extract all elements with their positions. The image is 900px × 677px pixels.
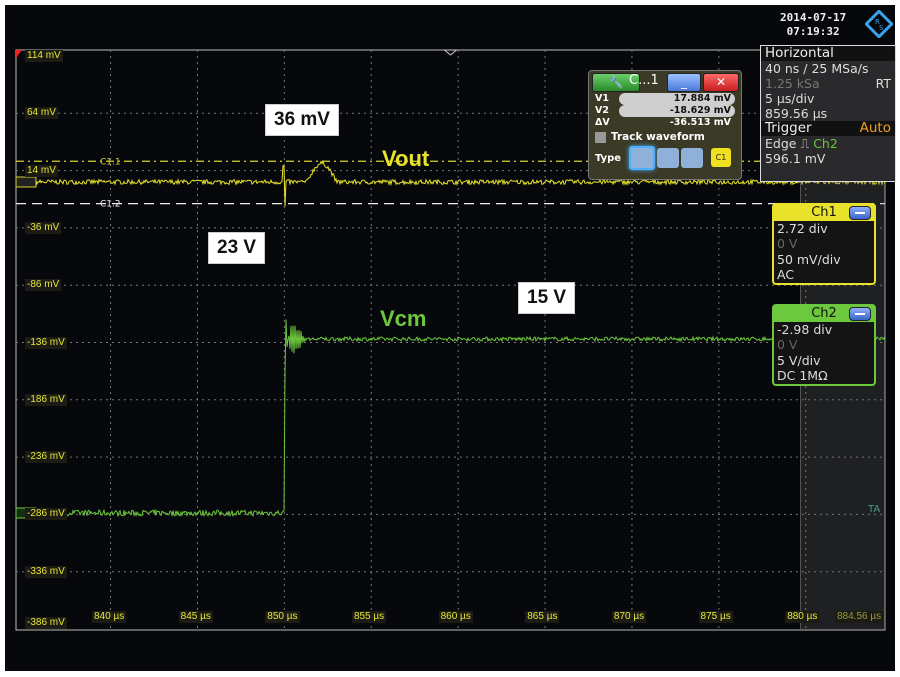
v1-label: V1 [595,93,609,104]
ch1-ground-marker [15,176,37,188]
trigger-mode: Auto [859,120,891,136]
ch2-position: -2.98 div [777,321,833,337]
date: 2014-07-17 [780,11,847,24]
x-tick-label: 840 µs [92,611,127,623]
y-tick-label: -286 mV [25,508,67,521]
ch2-minimize-button[interactable] [849,307,871,321]
x-tick-label: 860 µs [438,611,473,623]
horizontal-cursor-type-button[interactable] [629,146,655,170]
y-tick-label: 64 mV [25,107,58,120]
y-tick-label: 114 mV [25,50,63,62]
vout-trace [15,160,886,207]
trigger-level-marker [16,50,22,58]
svg-text:R: R [875,18,880,26]
horizontal-position-marker [443,49,458,56]
vcm-trace [15,319,886,518]
time: 07:19:32 [786,25,840,38]
vertical-cursor-type-button[interactable] [657,148,679,168]
dv-value: -36.513 mV [669,117,731,128]
trigger-header[interactable]: Trigger Auto [761,121,895,136]
acq-mode: RT [875,76,891,91]
ch1-coupling: AC [777,267,795,282]
ch1-name: Ch1 [811,205,837,220]
x-tick-label: 855 µs [351,611,387,623]
x-tick-label: 845 µs [178,611,213,623]
y-tick-label: -36 mV [25,221,62,234]
settings-button[interactable]: 🔧 [592,73,640,92]
ch2-offset: 0 V [777,337,798,352]
ch1-position: 2.72 div [777,220,828,236]
horizontal-title: Horizontal [761,46,895,61]
y-tick-label: -236 mV [25,451,67,464]
type-label: Type [595,153,622,164]
y-tick-label: -186 mV [25,393,67,406]
x-end-label: 884.56 µs [835,611,884,623]
label-vout: Vout [382,146,430,171]
dv-label: ΔV [595,117,610,128]
trigger-title: Trigger [765,120,812,136]
ch2-info-box[interactable]: Ch2 -2.98 div 0 V 5 V/div DC 1MΩ [772,304,876,386]
y-tick-label: -386 mV [25,617,67,629]
annotation-vcm-steady: 15 V [518,282,576,314]
ch2-scale: 5 V/div [777,352,821,368]
track-waveform-label: Track waveform [611,131,705,143]
rs-logo-icon: R S [865,10,893,38]
minimize-icon: _ [681,75,687,89]
x-tick-label: 875 µs [698,611,733,623]
datetime: 2014-07-17 07:19:32 [780,11,846,39]
close-icon: ✕ [715,75,727,89]
x-tick-label: 850 µs [265,611,300,623]
y-tick-label: -136 mV [25,336,67,349]
cursor-label-c1-2: C1.2 [100,200,121,210]
trigger-source: Ch2 [813,136,838,151]
plot-border [15,49,886,631]
resolution: 40 ns / 25 MSa/s [765,61,869,76]
label-vcm: Vcm [380,306,427,331]
x-tick-label: 870 µs [611,611,647,623]
ch1-offset: 0 V [777,236,798,251]
ch1-minimize-button[interactable] [849,206,871,220]
y-tick-label: -86 mV [25,279,62,292]
x-tick-label: 865 µs [525,611,560,623]
x-tick-label: 880 µs [785,611,820,623]
ch1-info-box[interactable]: Ch1 2.72 div 0 V 50 mV/div AC [772,203,876,285]
annotation-vout-peak: 36 mV [265,104,339,136]
cursor-dialog: 🔧 C...1 _ ✕ V1 17.884 mV V2 -18.629 mV ΔV -… [588,70,742,180]
dialog-title: C...1 [629,73,659,88]
rising-edge-icon: ⎍ [800,136,810,151]
ch2-coupling: DC 1MΩ [777,368,828,383]
horizontal-panel[interactable]: Horizontal 40 ns / 25 MSa/s 1.25 kSa RT 5… [760,45,896,182]
svg-text:S: S [879,24,884,32]
wrench-icon: 🔧 [608,75,624,89]
time-scale: 5 µs/div [765,91,815,106]
y-tick-label: 14 mV [25,164,58,177]
cursor-label-c1-1: C1.1 [100,157,121,167]
v2-label: V2 [595,105,609,116]
record-length: 1.25 kSa [765,76,820,91]
y-tick-label: -336 mV [25,565,67,578]
close-button[interactable]: ✕ [703,73,739,92]
v2-value: -18.629 mV [619,105,735,117]
minimize-button[interactable]: _ [667,73,701,92]
ch2-name: Ch2 [811,306,837,321]
trigger-level: 596.1 mV [765,151,826,166]
trigger-type: Edge [765,136,797,151]
horizontal-position: 859.56 µs [765,106,828,121]
track-waveform-option[interactable]: Track waveform [595,131,705,143]
both-cursor-type-button[interactable] [681,148,703,168]
annotation-vcm-peak: 23 V [208,232,266,264]
trigger-arrow-marker: TA [867,504,880,515]
ch1-scale: 50 mV/div [777,251,841,267]
v1-value: 17.884 mV [619,93,735,105]
cursor-source-button[interactable]: C1 [711,148,731,167]
track-waveform-checkbox[interactable] [595,131,606,143]
